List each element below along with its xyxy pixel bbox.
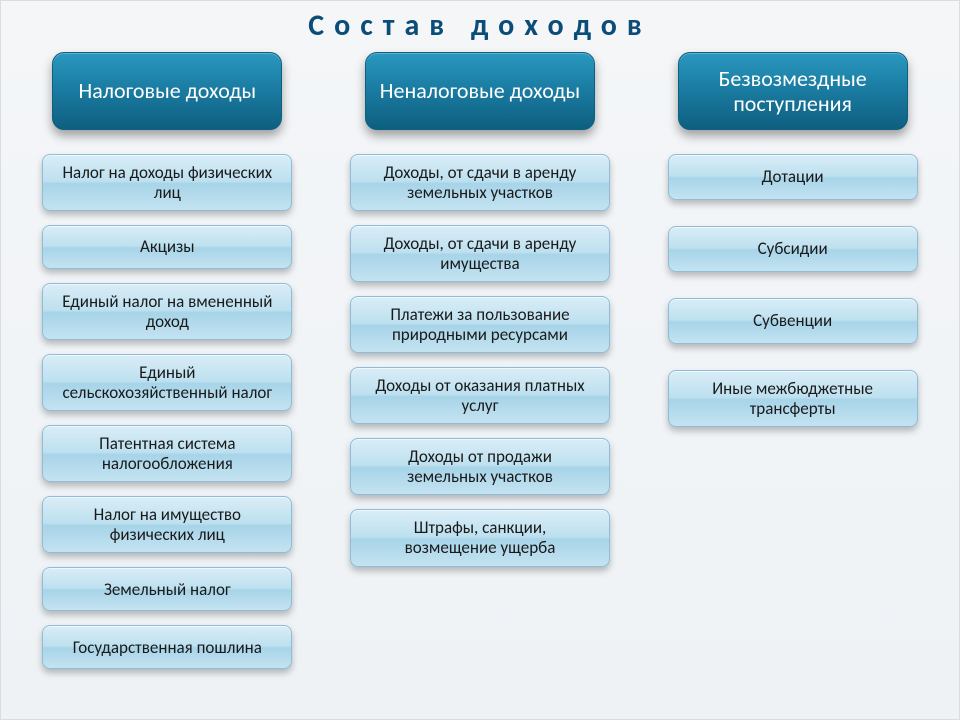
column-header: Неналоговые доходы — [365, 52, 595, 130]
item-box: Доходы от продажи земельных участков — [350, 438, 610, 495]
item-box: Субсидии — [668, 226, 918, 272]
item-box: Акцизы — [42, 225, 292, 269]
item-box: Штрафы, санкции, возмещение ущерба — [350, 509, 610, 566]
item-box: Иные межбюджетные трансферты — [668, 370, 918, 427]
item-box: Государственная пошлина — [42, 625, 292, 669]
columns-container: Налоговые доходы Налог на доходы физичес… — [1, 52, 959, 683]
column-tax-income: Налоговые доходы Налог на доходы физичес… — [22, 52, 312, 683]
item-box: Дотации — [668, 154, 918, 200]
column-header: Налоговые доходы — [52, 52, 282, 130]
item-box: Единый сельскохозяйственный налог — [42, 354, 292, 411]
page-title: Состав доходов — [1, 1, 959, 52]
column-gratuitous-receipts: Безвозмездные поступления Дотации Субсид… — [648, 52, 938, 683]
item-box: Патентная система налогообложения — [42, 425, 292, 482]
item-box: Субвенции — [668, 298, 918, 344]
column-header: Безвозмездные поступления — [678, 52, 908, 130]
item-box: Доходы, от сдачи в аренду имущества — [350, 225, 610, 282]
item-box: Доходы от оказания платных услуг — [350, 367, 610, 424]
item-box: Налог на доходы физических лиц — [42, 154, 292, 211]
item-box: Платежи за пользование природными ресурс… — [350, 296, 610, 353]
item-box: Единый налог на вмененный доход — [42, 283, 292, 340]
column-nontax-income: Неналоговые доходы Доходы, от сдачи в ар… — [335, 52, 625, 683]
item-box: Налог на имущество физических лиц — [42, 496, 292, 553]
item-box: Доходы, от сдачи в аренду земельных учас… — [350, 154, 610, 211]
item-box: Земельный налог — [42, 567, 292, 611]
